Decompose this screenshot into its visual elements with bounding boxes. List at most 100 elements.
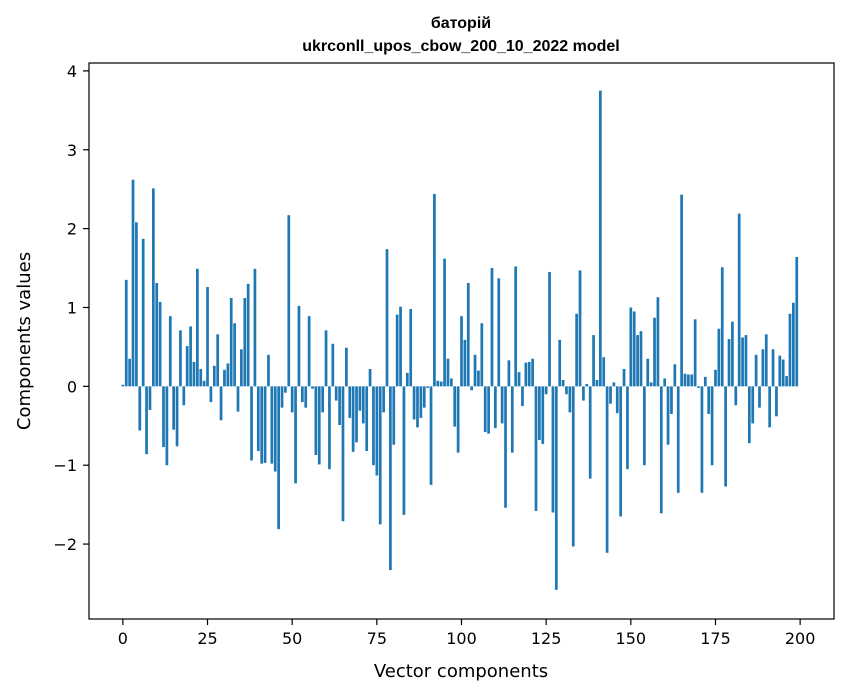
- bar: [155, 283, 159, 387]
- bar: [524, 362, 528, 387]
- bar: [351, 386, 355, 452]
- bars-group: [121, 90, 799, 590]
- bar: [724, 386, 727, 487]
- bar: [676, 386, 680, 493]
- bar: [602, 357, 606, 387]
- bar: [741, 337, 744, 387]
- bar: [758, 386, 761, 408]
- bar: [744, 335, 748, 387]
- bar: [273, 386, 277, 472]
- bar: [568, 386, 572, 413]
- bar: [693, 319, 697, 387]
- x-tick-label: 175: [700, 629, 731, 648]
- bar: [626, 386, 629, 470]
- bar: [131, 179, 135, 387]
- bar: [785, 376, 788, 387]
- bar: [727, 339, 731, 387]
- bar: [687, 374, 690, 387]
- bar: [185, 346, 189, 387]
- bar: [263, 386, 267, 463]
- bar: [714, 369, 717, 387]
- bar: [389, 386, 392, 571]
- y-tick-label: 0: [67, 377, 77, 396]
- bar: [300, 386, 304, 403]
- y-tick-label: 2: [67, 220, 77, 239]
- bar: [226, 363, 230, 387]
- bar: [416, 386, 419, 428]
- bar: [720, 267, 724, 387]
- bar: [236, 386, 240, 412]
- bar: [761, 349, 765, 387]
- bar: [223, 369, 226, 387]
- y-tick-label: 3: [67, 141, 77, 160]
- bar: [382, 386, 385, 413]
- bar: [558, 339, 562, 387]
- bar: [551, 386, 555, 513]
- bar: [710, 386, 714, 466]
- bar: [375, 386, 379, 476]
- bar: [392, 386, 396, 445]
- bar: [768, 386, 772, 428]
- bar: [605, 386, 609, 553]
- bar: [419, 386, 423, 418]
- bar: [483, 386, 487, 433]
- bar: [311, 386, 314, 389]
- x-tick-label: 150: [616, 629, 647, 648]
- bar: [240, 349, 243, 387]
- bar: [792, 302, 795, 387]
- bar: [673, 364, 677, 387]
- bar: [307, 316, 311, 387]
- bar: [256, 386, 260, 452]
- bar: [477, 370, 480, 387]
- bar: [338, 386, 341, 425]
- bar: [446, 358, 450, 387]
- bar: [717, 328, 721, 387]
- bar: [731, 321, 734, 387]
- bar: [355, 386, 358, 443]
- bar: [754, 354, 758, 387]
- bar: [751, 386, 755, 424]
- bar: [707, 386, 711, 414]
- bar: [253, 268, 257, 387]
- bar: [510, 386, 514, 453]
- bar: [538, 386, 541, 440]
- bar: [666, 386, 670, 445]
- bar: [582, 386, 585, 401]
- bar: [775, 386, 778, 417]
- bar: [643, 386, 646, 466]
- bar: [541, 386, 545, 444]
- bar: [250, 386, 253, 461]
- bar: [365, 386, 369, 452]
- bar: [297, 305, 301, 387]
- bar: [121, 384, 125, 387]
- bar: [128, 358, 131, 387]
- bar: [460, 316, 463, 387]
- bar: [578, 270, 582, 387]
- bar: [368, 369, 372, 387]
- bar: [202, 380, 206, 387]
- bar: [426, 386, 429, 388]
- bar: [124, 279, 128, 387]
- bar: [585, 383, 589, 387]
- bar: [778, 355, 782, 387]
- bar: [328, 386, 331, 470]
- bar: [304, 386, 308, 408]
- bar: [747, 386, 751, 444]
- x-tick-label: 25: [197, 629, 217, 648]
- bar: [632, 311, 636, 387]
- bar: [494, 386, 497, 429]
- x-axis-ticks: 0 25 50 75 100 125 150 175 200: [118, 619, 815, 648]
- bar: [670, 386, 673, 414]
- bar: [172, 386, 176, 430]
- bar: [592, 335, 595, 387]
- bar: [243, 298, 247, 387]
- bar: [158, 301, 162, 387]
- bar: [653, 317, 656, 387]
- x-tick-label: 50: [282, 629, 302, 648]
- bar: [697, 386, 700, 388]
- bar: [737, 213, 741, 387]
- bar: [196, 268, 199, 387]
- bar: [179, 330, 182, 387]
- bar: [527, 361, 531, 387]
